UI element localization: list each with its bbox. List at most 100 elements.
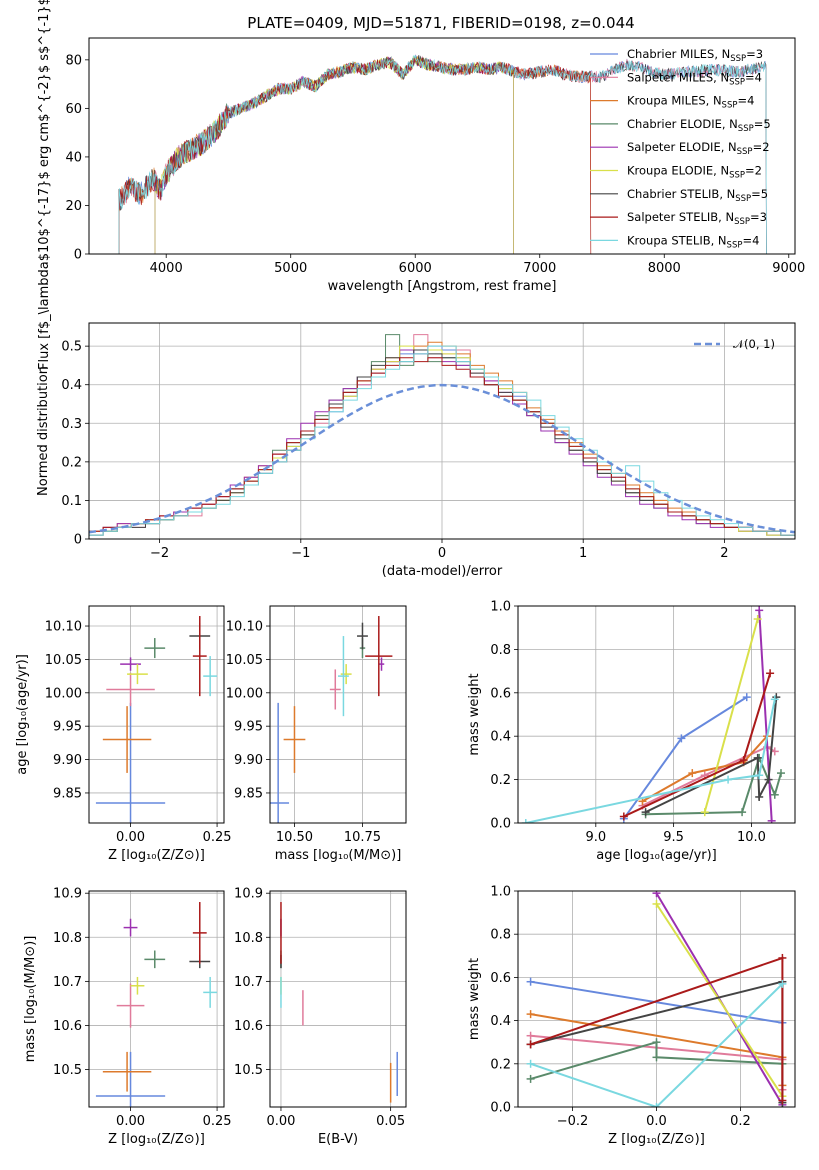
data-point xyxy=(203,976,218,1008)
plot-area xyxy=(518,891,795,1107)
x-axis-label: Z [log₁₀(Z/Z⊙)] xyxy=(608,1132,705,1147)
y-tick-label: 0 xyxy=(74,533,82,548)
weight-marker xyxy=(742,693,751,702)
y-tick-label: 0.8 xyxy=(490,928,511,943)
weight-marker xyxy=(776,769,785,778)
legend-entry-sub: SSP xyxy=(738,124,754,134)
weight-line xyxy=(642,735,768,803)
data-point xyxy=(283,706,306,773)
figure-title: PLATE=0409, MJD=51871, FIBERID=0198, z=0… xyxy=(247,14,634,32)
y-tick-label: 10.9 xyxy=(234,887,263,902)
weight-marker xyxy=(652,899,661,908)
data-point xyxy=(365,616,393,697)
legend-entry-text: Kroupa STELIB, N xyxy=(627,233,727,247)
y-tick-label: 0.0 xyxy=(490,1101,511,1116)
weight-line xyxy=(655,903,784,1097)
weight-marker xyxy=(652,1053,661,1062)
x-tick-label: 0.00 xyxy=(116,830,145,845)
y-tick-label: 10.8 xyxy=(234,931,263,946)
y-axis-label: age [log₁₀(age/yr)] xyxy=(15,654,30,775)
y-tick-label: 0.4 xyxy=(61,378,82,393)
weight-marker xyxy=(755,771,764,780)
y-tick-label: 0.6 xyxy=(490,971,511,986)
legend-entry: Kroupa STELIB, NSSP=4 xyxy=(627,233,759,250)
x-tick-label: 0.25 xyxy=(203,830,232,845)
weight-marker xyxy=(652,891,661,898)
y-tick-label: 10.8 xyxy=(53,931,82,946)
x-axis-label: Z [log₁₀(Z/Z⊙)] xyxy=(108,1132,205,1147)
plot-area xyxy=(118,54,767,254)
weight-marker xyxy=(755,792,764,801)
y-tick-label: 9.95 xyxy=(234,720,263,735)
y-tick-label: 10.00 xyxy=(45,686,82,701)
y-tick-label: 0.0 xyxy=(490,817,511,832)
x-tick-label: 4000 xyxy=(150,261,183,276)
legend-entry-tail: =2 xyxy=(753,140,770,154)
legend-entry-text: Kroupa ELODIE, N xyxy=(627,164,729,178)
x-tick-label: −2 xyxy=(150,546,169,561)
x-tick-label: 0 xyxy=(438,546,446,561)
weight-line xyxy=(758,610,773,821)
x-axis-label: Z [log₁₀(Z/Z⊙)] xyxy=(108,848,205,863)
panel-spectrum: 4000 5000 6000 7000 8000 9000 0 20 40 60 80 wavelen… xyxy=(37,0,805,370)
y-tick-label: 9.90 xyxy=(234,753,263,768)
data-point xyxy=(270,702,290,823)
weight-marker xyxy=(526,1010,535,1019)
data-point xyxy=(203,656,218,697)
weight-marker xyxy=(724,775,733,784)
weight-marker xyxy=(770,695,779,704)
legend-entry-tail: =2 xyxy=(745,164,762,178)
weight-marker xyxy=(700,808,709,817)
weight-marker xyxy=(778,953,787,962)
y-tick-label: 9.85 xyxy=(53,786,82,801)
legend-entry-text: Chabrier STELIB, N xyxy=(627,187,735,201)
legend-entry-sub: SSP xyxy=(722,101,738,111)
data-point xyxy=(192,616,207,697)
y-tick-label: 0.8 xyxy=(490,643,511,658)
legend-entry: Salpeter STELIB, NSSP=3 xyxy=(627,210,767,227)
y-tick-label: 10.00 xyxy=(226,686,263,701)
y-tick-label: 10.9 xyxy=(53,887,82,902)
x-tick-label: 10.0 xyxy=(737,830,766,845)
y-tick-label: 0.4 xyxy=(490,1014,511,1029)
plot-area xyxy=(89,323,795,539)
y-tick-label: 10.7 xyxy=(53,975,82,990)
x-tick-label: 9.0 xyxy=(585,830,606,845)
axes-frame xyxy=(517,890,796,1108)
y-tick-label: 10.5 xyxy=(53,1063,82,1078)
x-tick-label: 7000 xyxy=(523,261,556,276)
weight-marker xyxy=(526,1074,535,1083)
weight-marker xyxy=(688,769,697,778)
y-tick-label: 9.90 xyxy=(53,753,82,768)
legend-entry-tail: =5 xyxy=(751,187,768,201)
y-tick-label: 10.10 xyxy=(45,620,82,635)
x-tick-label: 0.05 xyxy=(376,1114,405,1129)
weight-marker xyxy=(526,977,535,986)
y-tick-label: 0.4 xyxy=(490,730,511,745)
x-tick-label: 5000 xyxy=(274,261,307,276)
legend-entry: Chabrier STELIB, NSSP=5 xyxy=(627,187,768,204)
weight-marker xyxy=(738,808,747,817)
legend-entry: Chabrier ELODIE, NSSP=5 xyxy=(627,117,771,134)
data-point xyxy=(123,918,138,937)
x-axis-label: E(B-V) xyxy=(318,1132,358,1147)
axes-frame xyxy=(88,890,225,1108)
weight-line xyxy=(530,983,784,1107)
data-point xyxy=(378,657,385,671)
legend-entry-tail: =4 xyxy=(737,94,754,108)
spectrum-line xyxy=(118,55,767,254)
axes-frame xyxy=(88,37,796,255)
y-tick-label: 9.85 xyxy=(234,786,263,801)
weight-marker xyxy=(677,734,686,743)
weight-marker xyxy=(753,753,762,762)
legend-entry-sub: SSP xyxy=(729,171,745,181)
legend-entry-sub: SSP xyxy=(729,77,745,87)
y-axis-label: mass [log₁₀(M/M⊙)] xyxy=(23,936,38,1063)
panel-age_vs_mass: 10.50 10.75 9.85 9.90 9.95 10.00 10.05 10.10 mas… xyxy=(226,605,407,863)
legend-entry-tail: =5 xyxy=(754,117,771,131)
y-tick-label: 40 xyxy=(65,150,82,165)
legend-entry: Salpeter MILES, NSSP=4 xyxy=(627,70,762,87)
y-tick-label: 10.7 xyxy=(234,975,263,990)
legend-entry: Kroupa ELODIE, NSSP=2 xyxy=(627,164,762,181)
data-point xyxy=(102,1051,152,1092)
